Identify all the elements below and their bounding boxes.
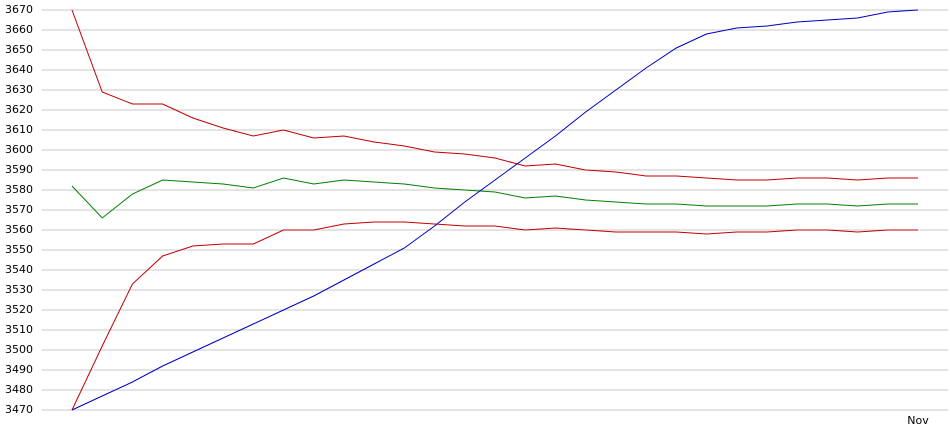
series-line <box>71 221 918 411</box>
y-tick-label: 3570 <box>5 203 33 216</box>
series-line <box>71 9 919 411</box>
series-line <box>71 177 918 219</box>
y-tick-label: 3650 <box>5 43 33 56</box>
y-tick-label: 3670 <box>5 3 33 16</box>
x-tick-label: Nov <box>907 414 929 427</box>
y-tick-label: 3590 <box>5 163 33 176</box>
y-tick-label: 3500 <box>5 343 33 356</box>
y-tick-label: 3470 <box>5 403 33 416</box>
y-tick-label: 3560 <box>5 223 33 236</box>
y-tick-label: 3600 <box>5 143 33 156</box>
y-tick-label: 3580 <box>5 183 33 196</box>
y-tick-label: 3480 <box>5 383 33 396</box>
series-line <box>71 9 918 181</box>
y-tick-label: 3620 <box>5 103 33 116</box>
y-tick-label: 3520 <box>5 303 33 316</box>
y-tick-label: 3540 <box>5 263 33 276</box>
y-tick-label: 3660 <box>5 23 33 36</box>
y-tick-label: 3610 <box>5 123 33 136</box>
y-tick-label: 3550 <box>5 243 33 256</box>
y-tick-label: 3490 <box>5 363 33 376</box>
y-tick-label: 3530 <box>5 283 33 296</box>
y-tick-label: 3630 <box>5 83 33 96</box>
y-tick-label: 3510 <box>5 323 33 336</box>
y-tick-label: 3640 <box>5 63 33 76</box>
